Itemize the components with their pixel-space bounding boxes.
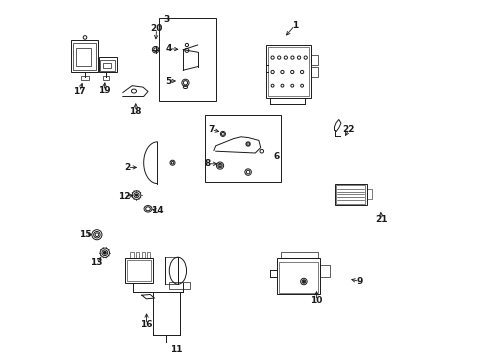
Bar [100, 60, 114, 71]
Text: 14: 14 [151, 206, 163, 215]
Bar [265, 45, 310, 98]
Bar [334, 184, 366, 205]
Bar [276, 258, 320, 294]
Bar [146, 252, 150, 258]
Text: 15: 15 [79, 230, 91, 239]
Bar [103, 76, 109, 80]
Text: 13: 13 [90, 258, 102, 267]
Bar [168, 282, 190, 289]
Text: 1: 1 [291, 21, 297, 30]
Ellipse shape [135, 194, 137, 196]
Text: 7: 7 [208, 125, 214, 134]
Bar [268, 47, 308, 96]
Bar [99, 57, 117, 72]
Bar [310, 55, 318, 65]
Text: 2: 2 [124, 163, 130, 172]
Text: 9: 9 [356, 277, 362, 286]
Bar [102, 63, 110, 68]
Bar [141, 252, 145, 258]
Text: 19: 19 [98, 86, 110, 95]
Bar [125, 258, 153, 283]
Bar [159, 18, 216, 101]
Bar [73, 43, 96, 70]
Bar [76, 48, 91, 66]
Text: 22: 22 [342, 125, 354, 134]
Text: 5: 5 [165, 77, 171, 85]
Text: 12: 12 [118, 192, 130, 201]
Bar [279, 262, 317, 293]
Bar [81, 76, 88, 80]
Ellipse shape [131, 89, 136, 93]
Text: 18: 18 [129, 107, 142, 116]
Bar [335, 185, 365, 204]
Bar [126, 260, 151, 281]
Text: 20: 20 [150, 24, 163, 33]
Bar [320, 265, 329, 277]
Text: 17: 17 [73, 87, 86, 96]
Bar [136, 252, 139, 258]
Bar [204, 115, 280, 182]
Bar [310, 67, 318, 77]
Text: 4: 4 [165, 44, 172, 53]
Text: 3: 3 [163, 15, 169, 24]
Bar [130, 252, 133, 258]
Text: 21: 21 [374, 215, 387, 224]
Ellipse shape [303, 281, 304, 282]
Ellipse shape [184, 48, 188, 52]
Text: 8: 8 [204, 159, 210, 168]
Ellipse shape [221, 132, 224, 135]
Bar [280, 252, 318, 258]
Text: 16: 16 [140, 320, 153, 329]
Text: 10: 10 [310, 296, 322, 305]
Text: 6: 6 [273, 152, 280, 161]
Bar [165, 257, 178, 284]
Ellipse shape [103, 251, 106, 254]
Text: 11: 11 [169, 345, 182, 354]
Bar [366, 189, 371, 199]
Bar [71, 40, 98, 72]
